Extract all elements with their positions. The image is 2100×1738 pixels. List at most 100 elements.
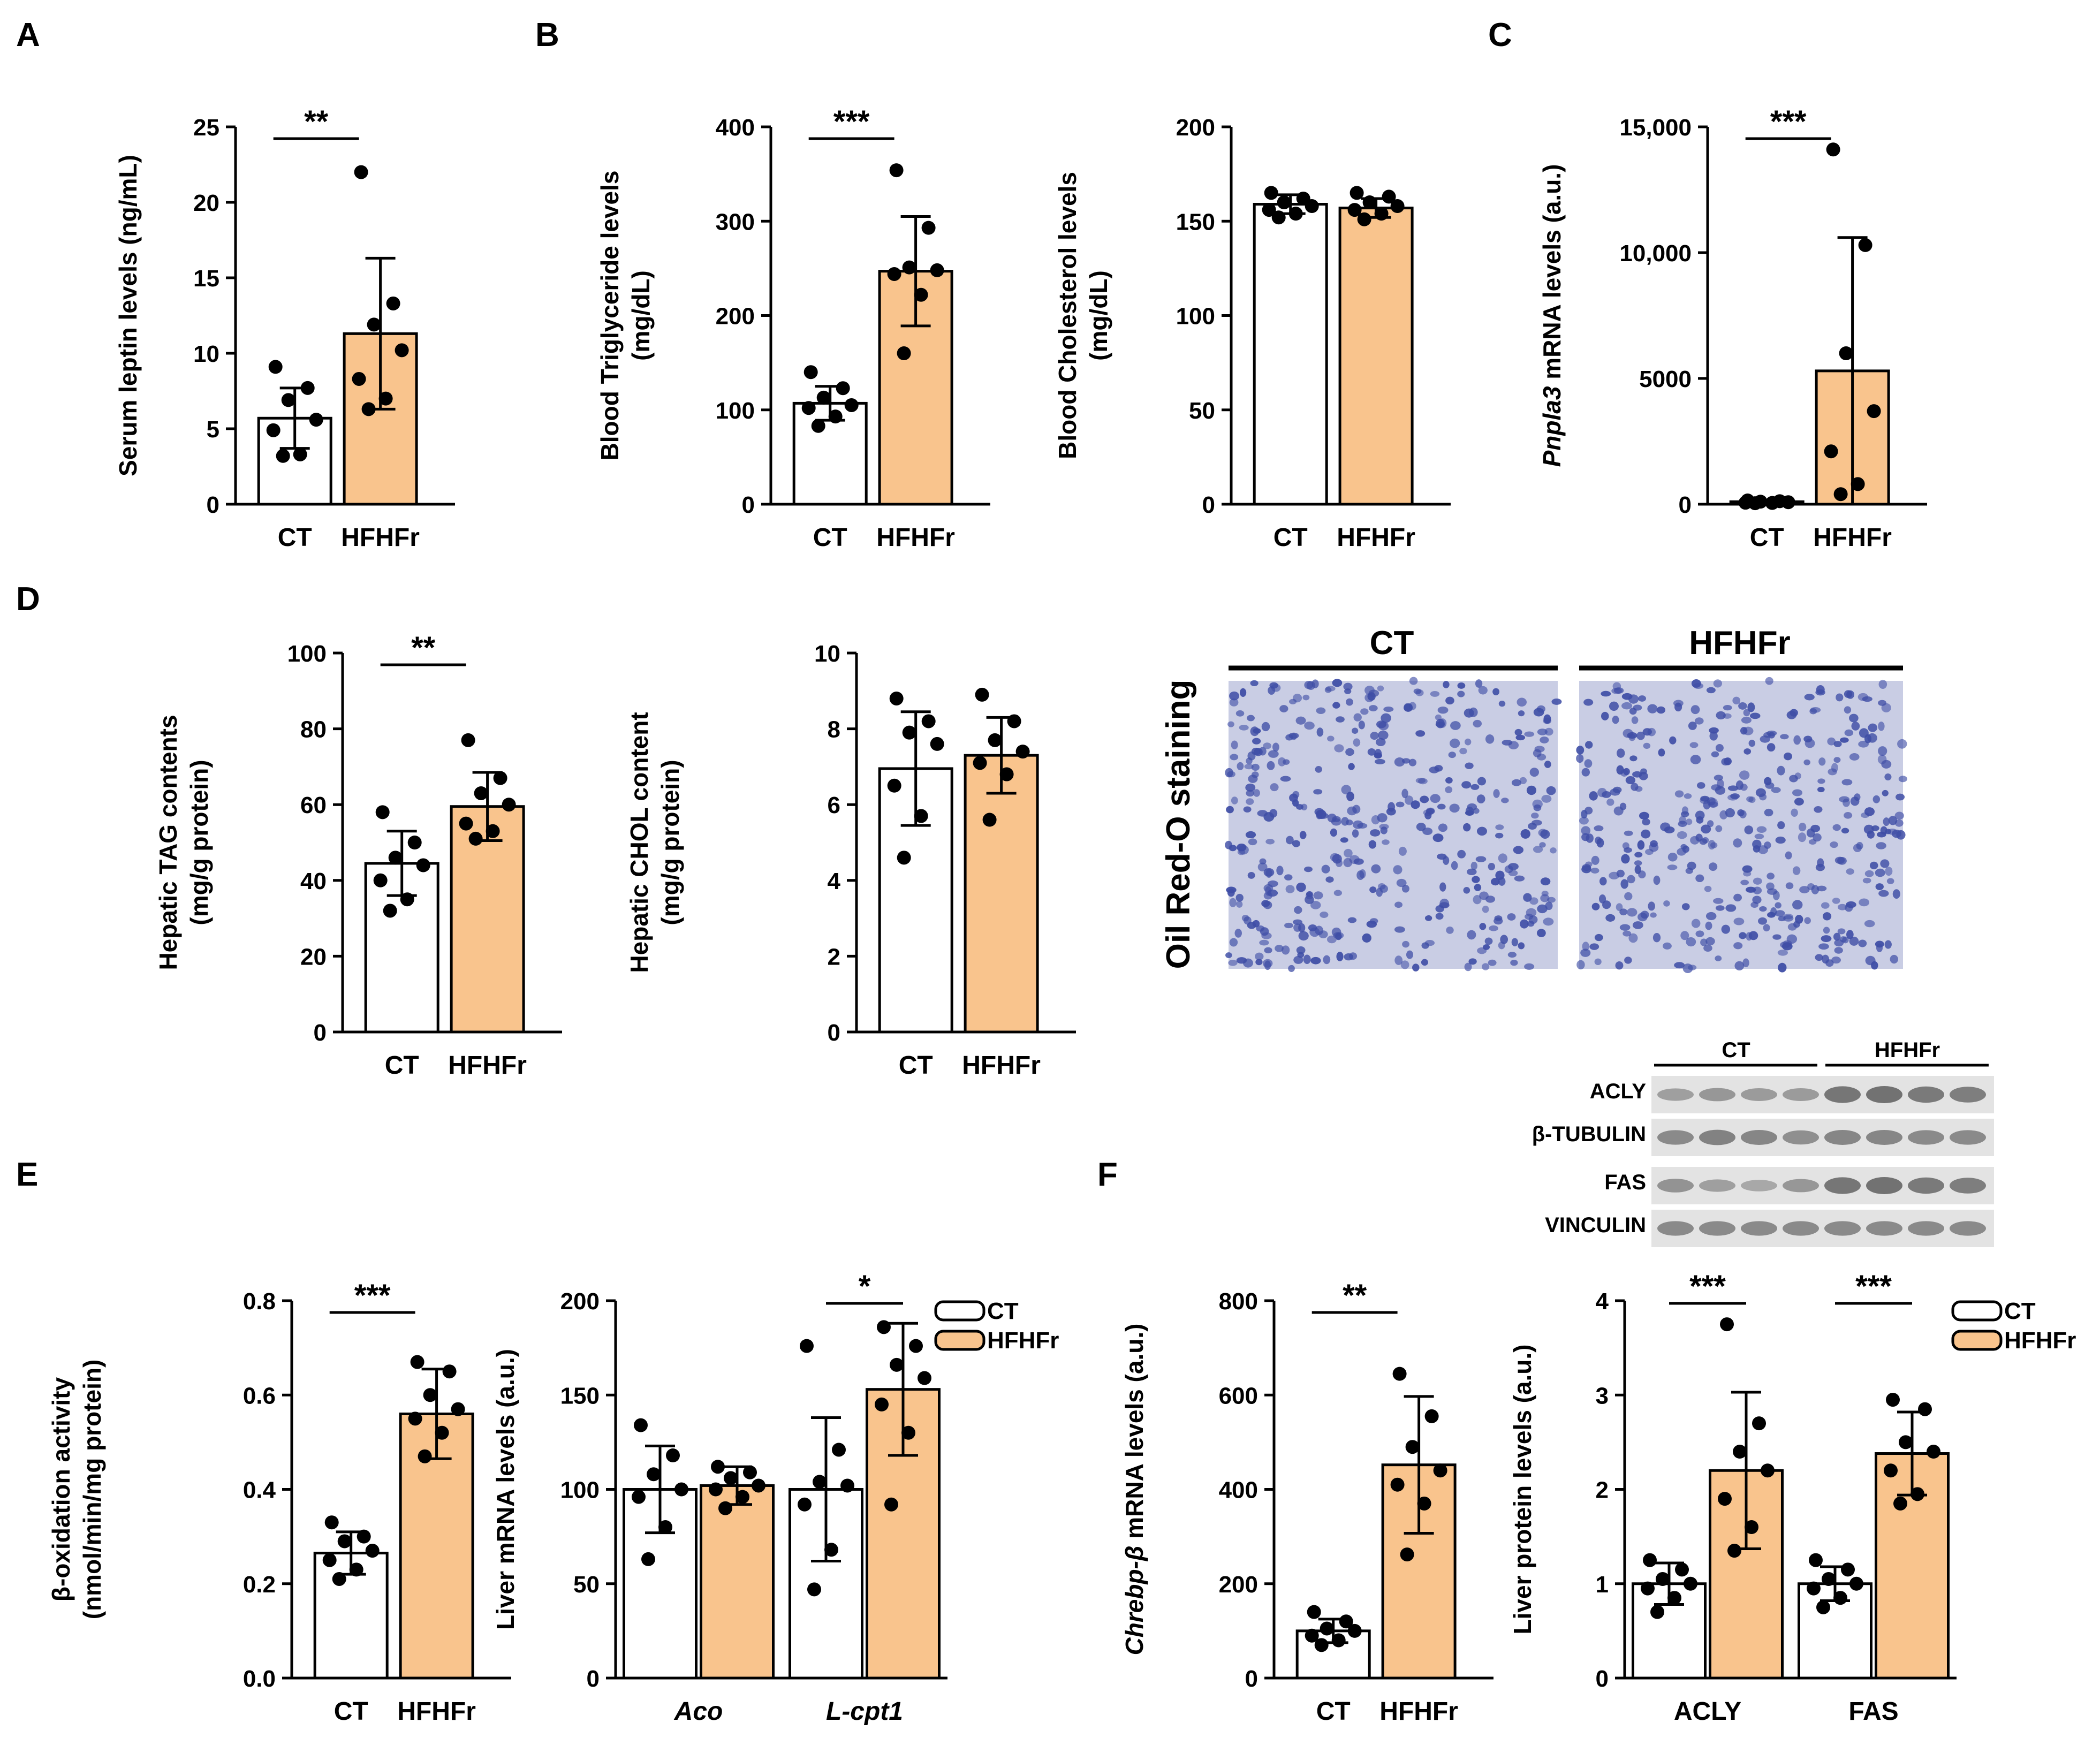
- data-point: [361, 402, 376, 416]
- nucleus: [1677, 848, 1686, 856]
- nucleus: [1239, 724, 1249, 731]
- nucleus: [1477, 777, 1487, 786]
- nucleus: [1466, 868, 1477, 876]
- nucleus: [1438, 823, 1447, 832]
- nucleus: [1616, 869, 1625, 878]
- nucleus: [1341, 785, 1352, 795]
- nucleus: [1821, 902, 1830, 909]
- nucleus: [1295, 716, 1306, 725]
- nucleus: [1398, 846, 1407, 856]
- nucleus: [1484, 937, 1493, 945]
- nucleus: [1321, 864, 1330, 874]
- nucleus: [1473, 808, 1480, 814]
- nucleus: [1834, 947, 1843, 954]
- data-point: [486, 824, 500, 838]
- data-point: [1918, 1402, 1932, 1416]
- nucleus: [1498, 877, 1506, 886]
- nucleus: [1247, 715, 1255, 722]
- nucleus: [1252, 920, 1260, 928]
- nucleus: [1473, 895, 1482, 905]
- data-point: [887, 267, 901, 281]
- nucleus: [1709, 862, 1718, 871]
- nucleus: [1765, 677, 1773, 685]
- nucleus: [1862, 696, 1872, 702]
- nucleus: [1884, 940, 1892, 949]
- nucleus: [1872, 795, 1881, 803]
- nucleus: [1890, 954, 1898, 964]
- data-point: [816, 390, 831, 405]
- y-axis-label: Serum leptin levels (ng/mL): [114, 155, 142, 476]
- nucleus: [1839, 737, 1849, 743]
- histology-image-ct: [1225, 677, 1562, 972]
- nucleus: [1877, 831, 1886, 838]
- x-category-label: CT: [334, 1697, 368, 1726]
- nucleus: [1755, 788, 1766, 797]
- nucleus: [1764, 808, 1773, 817]
- nucleus: [1298, 931, 1309, 941]
- nucleus: [1743, 871, 1752, 877]
- nucleus: [1793, 735, 1801, 745]
- data-point: [1347, 203, 1362, 217]
- nucleus: [1816, 885, 1827, 892]
- nucleus: [1817, 778, 1825, 784]
- data-point: [736, 1490, 749, 1504]
- nucleus: [1684, 793, 1692, 799]
- nucleus: [1393, 865, 1402, 875]
- nucleus: [1445, 696, 1454, 705]
- nucleus: [1645, 848, 1654, 855]
- nucleus: [1370, 829, 1381, 837]
- nucleus: [1263, 742, 1271, 749]
- nucleus: [1700, 795, 1710, 802]
- nucleus: [1868, 723, 1878, 732]
- data-point: [1262, 203, 1276, 217]
- nucleus: [1833, 932, 1841, 941]
- nucleus: [1250, 680, 1259, 686]
- nucleus: [1457, 682, 1466, 689]
- nucleus: [1803, 759, 1810, 765]
- blot-band: [1950, 1087, 1986, 1103]
- legend-swatch: [934, 1330, 985, 1351]
- nucleus: [1878, 679, 1887, 689]
- nucleus: [1869, 861, 1878, 870]
- blot-band: [1657, 1221, 1694, 1236]
- nucleus: [1764, 841, 1771, 849]
- nucleus: [1265, 869, 1272, 878]
- nucleus: [1269, 682, 1278, 689]
- y-tick-label: 150: [1176, 209, 1215, 235]
- nucleus: [1396, 878, 1407, 887]
- nucleus: [1798, 832, 1807, 843]
- x-category-label: Aco: [674, 1697, 723, 1726]
- nucleus: [1624, 957, 1632, 964]
- data-point: [1886, 1393, 1900, 1407]
- nucleus: [1823, 927, 1830, 934]
- data-point: [803, 365, 818, 380]
- data-point: [811, 419, 825, 433]
- nucleus: [1777, 950, 1788, 956]
- data-point: [641, 1552, 655, 1566]
- y-tick-label: 10,000: [1619, 240, 1692, 267]
- blot-band: [1699, 1179, 1735, 1192]
- nucleus: [1713, 898, 1724, 904]
- nucleus: [1581, 865, 1591, 874]
- nucleus: [1533, 846, 1543, 853]
- y-tick-label: 2: [1596, 1477, 1609, 1504]
- nucleus: [1518, 942, 1525, 950]
- nucleus: [1648, 901, 1655, 911]
- data-point: [357, 1529, 371, 1544]
- nucleus: [1730, 793, 1740, 799]
- nucleus: [1335, 932, 1342, 940]
- y-tick-label: 15,000: [1619, 115, 1692, 141]
- data-point: [1833, 1591, 1847, 1605]
- nucleus: [1601, 711, 1609, 720]
- data-point: [975, 687, 989, 702]
- nucleus: [1415, 689, 1424, 696]
- nucleus: [1898, 776, 1907, 783]
- nucleus: [1817, 786, 1825, 793]
- nucleus: [1540, 894, 1550, 902]
- panel-label-a: A: [16, 17, 40, 54]
- nucleus: [1715, 825, 1723, 832]
- nucleus: [1235, 710, 1245, 717]
- data-point: [1314, 1638, 1329, 1652]
- nucleus: [1438, 718, 1447, 728]
- nucleus: [1229, 898, 1237, 907]
